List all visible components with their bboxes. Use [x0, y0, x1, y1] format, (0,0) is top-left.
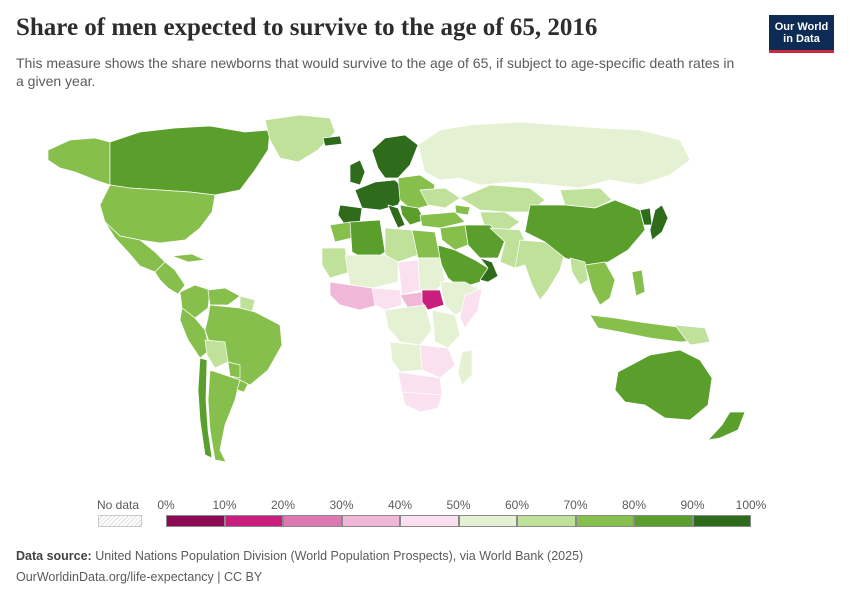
legend-no-data-swatch[interactable] — [98, 515, 142, 527]
country-alaska — [47, 137, 111, 186]
country-central-america — [154, 261, 186, 295]
chart-title: Share of men expected to survive to the … — [16, 14, 598, 41]
country-uk — [349, 159, 366, 186]
country-argentina — [207, 369, 241, 463]
country-japan — [649, 204, 669, 241]
country-iceland — [322, 135, 343, 147]
legend-swatch[interactable] — [400, 515, 459, 527]
country-iraq-syria — [439, 224, 469, 251]
legend-swatch[interactable] — [634, 515, 693, 527]
legend-swatch[interactable] — [283, 515, 342, 527]
country-russia — [417, 121, 691, 189]
country-angola — [389, 341, 423, 373]
legend-swatch[interactable] — [692, 515, 751, 527]
country-scandinavia — [371, 134, 419, 179]
country-philippines — [631, 269, 646, 297]
country-venezuela — [207, 287, 241, 306]
legend-swatch[interactable] — [166, 515, 225, 527]
data-source-label: Data source: — [16, 549, 92, 563]
data-source: Data source: United Nations Population D… — [16, 549, 583, 563]
country-paraguay — [227, 361, 241, 379]
legend-no-data-label: No data — [97, 498, 140, 512]
country-mongolia — [559, 187, 613, 209]
country-western-europe — [354, 179, 406, 211]
country-italy — [387, 204, 406, 229]
legend-swatch[interactable] — [224, 515, 283, 527]
logo-line-1: Our World — [774, 20, 829, 33]
country-new-zealand — [707, 411, 746, 441]
legend-tick: 10% — [212, 498, 237, 512]
country-turkey — [419, 211, 466, 229]
legend-tick: 70% — [563, 498, 588, 512]
legend-tick: 100% — [735, 498, 767, 512]
owid-logo[interactable]: Our World in Data — [769, 15, 834, 53]
country-madagascar — [457, 349, 473, 386]
country-bolivia — [204, 339, 229, 369]
country-congo — [384, 304, 433, 346]
country-south-sudan — [421, 289, 445, 311]
legend-swatch[interactable] — [458, 515, 517, 527]
country-myanmar — [569, 257, 589, 286]
legend-tick: 20% — [270, 498, 296, 512]
country-uruguay — [236, 379, 249, 393]
world-map[interactable] — [0, 100, 850, 480]
legend-tick: 30% — [329, 498, 354, 512]
country-cuba — [171, 253, 206, 263]
country-nigeria — [371, 287, 403, 311]
country-east-africa — [431, 309, 461, 349]
country-southern-africa-mid — [419, 344, 456, 379]
country-australia — [614, 349, 713, 421]
legend-swatch[interactable] — [341, 515, 400, 527]
data-source-text[interactable]: United Nations Population Division (Worl… — [95, 549, 584, 563]
country-brazil — [204, 304, 283, 386]
logo-line-2: in Data — [783, 32, 820, 45]
country-chad — [397, 259, 421, 296]
country-south-africa — [401, 391, 443, 413]
chart-subtitle: This measure shows the share newborns th… — [16, 55, 735, 89]
legend-tick: 90% — [680, 498, 705, 512]
country-sudan — [417, 257, 446, 293]
country-libya — [384, 227, 419, 263]
country-china — [524, 199, 646, 266]
country-morocco — [329, 221, 353, 243]
country-caucasus — [454, 204, 471, 216]
country-canada — [109, 125, 271, 196]
country-ukraine — [419, 187, 461, 209]
footer-url[interactable]: OurWorldinData.org/life-expectancy | CC … — [16, 570, 263, 584]
country-southeast-asia — [584, 261, 616, 306]
country-mali-niger — [344, 254, 399, 289]
legend-swatch[interactable] — [575, 515, 634, 527]
country-somalia — [459, 287, 483, 329]
country-chile — [197, 357, 213, 459]
country-saudi-arabia — [437, 244, 489, 289]
country-uae-oman — [479, 257, 499, 283]
legend-tick: 50% — [446, 498, 471, 512]
legend-tick: 60% — [504, 498, 530, 512]
country-balkans — [399, 204, 426, 226]
country-western-sahara-mauritania — [321, 247, 351, 279]
legend-tick: 0% — [157, 498, 175, 512]
legend-swatch[interactable] — [517, 515, 576, 527]
legend-tick: 40% — [387, 498, 413, 512]
legend-tick: 80% — [621, 498, 647, 512]
country-peru — [179, 307, 211, 359]
country-papua — [674, 324, 711, 346]
country-greenland — [264, 114, 336, 163]
